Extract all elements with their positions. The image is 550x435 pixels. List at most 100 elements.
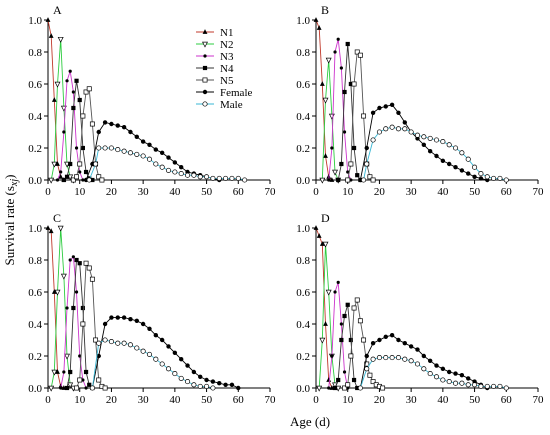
- data-point: [121, 340, 127, 346]
- y-tick-label: 0.4: [296, 319, 310, 331]
- panel-A: 0 10 20 30 40 50 60 70 0.0 0.2 0.4 0.6 0.8 1.0 A: [28, 3, 276, 198]
- data-point: [415, 347, 420, 352]
- series-line: [359, 357, 507, 389]
- data-point: [210, 175, 216, 181]
- data-point: [421, 134, 427, 140]
- panel-label: D: [321, 211, 330, 225]
- data-point: [364, 366, 370, 372]
- data-point: [86, 177, 92, 183]
- data-point: [127, 150, 134, 156]
- series-n3: [59, 255, 88, 390]
- data-point: [313, 17, 319, 22]
- data-point: [128, 317, 133, 322]
- data-point: [459, 373, 465, 378]
- series-line: [50, 227, 74, 389]
- data-point: [351, 81, 357, 87]
- data-point: [65, 79, 69, 83]
- legend-marker: [202, 41, 208, 48]
- x-tick-label: 30: [406, 394, 418, 406]
- data-point: [204, 377, 209, 383]
- data-point: [377, 105, 382, 111]
- data-point: [354, 297, 360, 303]
- x-tick-label: 50: [469, 394, 481, 406]
- data-point: [71, 255, 75, 259]
- series-n3: [327, 280, 350, 390]
- data-point: [313, 225, 319, 230]
- data-point: [68, 161, 73, 167]
- data-point: [74, 78, 79, 83]
- data-point: [210, 385, 216, 391]
- x-tick-label: 20: [374, 394, 386, 406]
- data-point: [236, 385, 241, 391]
- x-tick-label: 20: [106, 394, 118, 406]
- data-point: [166, 344, 171, 349]
- data-point: [102, 385, 108, 391]
- data-point: [452, 380, 459, 386]
- data-point: [81, 178, 85, 182]
- data-point: [121, 125, 127, 130]
- data-point: [57, 225, 64, 232]
- series-female: [90, 315, 241, 391]
- data-point: [77, 97, 82, 103]
- data-point: [348, 353, 354, 359]
- data-point: [223, 175, 229, 181]
- data-point: [216, 175, 222, 181]
- data-point: [89, 385, 95, 391]
- legend-item: N1: [196, 27, 233, 39]
- legend-marker: [202, 89, 208, 95]
- y-tick-label: 0.0: [296, 383, 310, 395]
- data-point: [121, 148, 127, 154]
- series-line: [359, 104, 488, 181]
- data-point: [322, 97, 329, 104]
- data-point: [389, 355, 395, 361]
- data-point: [184, 379, 191, 385]
- data-point: [140, 321, 146, 327]
- data-point: [342, 370, 347, 374]
- data-point: [51, 161, 58, 168]
- data-point: [459, 168, 465, 173]
- data-point: [370, 137, 376, 143]
- data-point: [54, 81, 61, 88]
- data-point: [484, 174, 490, 180]
- data-point: [108, 145, 114, 151]
- data-point: [96, 340, 102, 346]
- data-point: [325, 57, 332, 64]
- data-point: [80, 321, 86, 327]
- data-point: [78, 170, 82, 174]
- data-point: [316, 25, 322, 30]
- legend-marker: [202, 65, 208, 71]
- data-point: [83, 369, 89, 375]
- series-line: [88, 147, 245, 181]
- data-point: [325, 289, 332, 296]
- y-tick-label: 1.0: [28, 15, 42, 27]
- data-point: [319, 81, 325, 86]
- x-tick-label: 60: [501, 394, 513, 406]
- y-tick-label: 0.0: [296, 175, 310, 187]
- data-point: [86, 265, 92, 271]
- data-point: [96, 377, 102, 383]
- data-point: [165, 366, 172, 372]
- data-point: [427, 135, 433, 141]
- data-point: [87, 382, 92, 387]
- data-point: [159, 361, 165, 367]
- data-point: [459, 380, 465, 386]
- data-point: [191, 382, 197, 388]
- data-point: [153, 333, 159, 338]
- data-point: [370, 356, 376, 362]
- y-tick-label: 0.2: [28, 351, 42, 363]
- data-point: [491, 175, 497, 181]
- data-point: [361, 177, 367, 183]
- data-point: [48, 177, 55, 184]
- series-n2: [48, 225, 77, 392]
- data-point: [65, 306, 69, 310]
- series-line: [337, 43, 361, 181]
- data-point: [115, 340, 121, 346]
- data-point: [322, 241, 329, 248]
- data-point: [83, 89, 89, 95]
- data-point: [478, 176, 484, 181]
- data-point: [86, 86, 92, 92]
- data-point: [235, 175, 241, 181]
- data-point: [89, 276, 95, 282]
- legend-marker: [202, 77, 208, 83]
- data-point: [140, 153, 146, 159]
